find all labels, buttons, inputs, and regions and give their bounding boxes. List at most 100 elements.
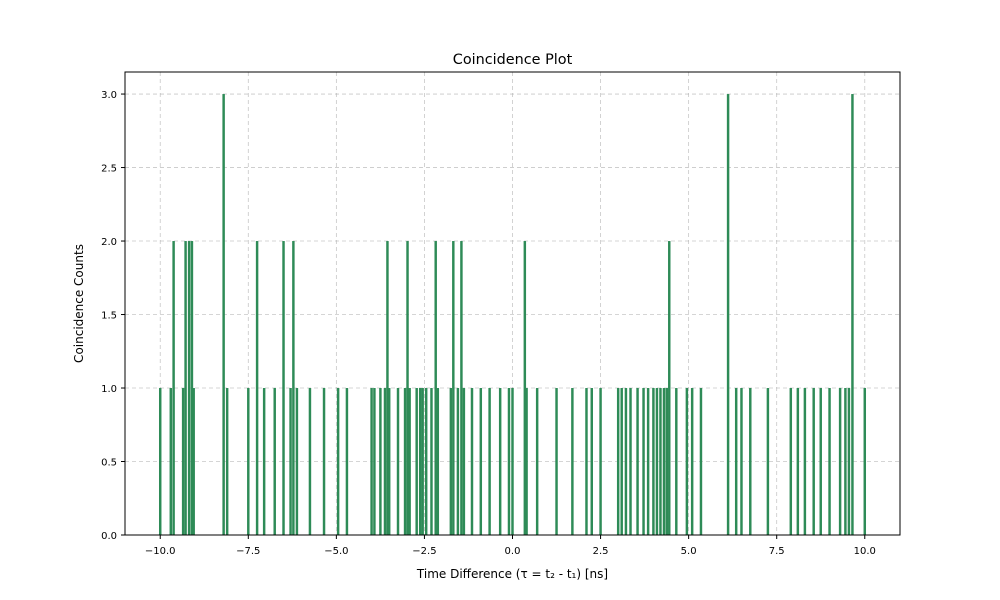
histogram-bar <box>449 388 453 535</box>
histogram-bar <box>222 94 225 536</box>
histogram-bar <box>789 388 793 535</box>
histogram-bar <box>158 388 162 535</box>
x-axis-label: Time Difference (τ = t₂ - t₁) [ns] <box>416 567 608 581</box>
histogram-bar <box>462 388 466 535</box>
histogram-bar <box>796 388 800 535</box>
histogram-bar <box>415 388 418 535</box>
histogram-bar <box>386 241 389 536</box>
histogram-bar <box>726 94 730 536</box>
y-tick-label: 1.0 <box>101 384 117 395</box>
histogram-bar <box>620 388 623 535</box>
histogram-bar <box>456 388 460 535</box>
histogram-bar <box>289 388 292 535</box>
histogram-bar <box>655 388 659 535</box>
histogram-bar <box>172 241 175 536</box>
histogram-bar <box>659 388 662 535</box>
histogram-bar <box>273 388 276 535</box>
histogram-bar <box>749 388 752 535</box>
histogram-bar <box>336 388 340 535</box>
chart-title: Coincidence Plot <box>453 52 573 68</box>
histogram-bar <box>225 388 229 535</box>
histogram-bar <box>629 388 632 535</box>
histogram-bar <box>430 388 433 535</box>
histogram-bar <box>665 388 669 535</box>
y-tick-label: 0.5 <box>101 458 117 469</box>
histogram-bar <box>652 388 655 535</box>
histogram-bar <box>396 388 400 535</box>
histogram-bar <box>488 388 491 535</box>
histogram-bar <box>624 388 628 535</box>
histogram-bar <box>828 388 831 535</box>
x-tick-label: 2.5 <box>593 546 609 557</box>
x-tick-label: 10.0 <box>854 546 876 557</box>
histogram-bar <box>847 388 851 535</box>
histogram-bar <box>247 388 250 535</box>
y-axis-label: Coincidence Counts <box>72 244 86 363</box>
histogram-bar <box>740 388 743 535</box>
histogram-bar <box>322 388 326 535</box>
x-ticks: −10.0 −7.5 −5.0 −2.5 0.0 2.5 5.0 7.5 10.0 <box>145 535 876 557</box>
histogram-bar <box>685 388 689 535</box>
histogram-bar <box>345 388 349 535</box>
histogram-bar <box>406 241 409 536</box>
histogram-bar <box>295 388 299 535</box>
histogram-bar <box>190 241 194 536</box>
histogram-bar <box>646 388 650 535</box>
x-tick-label: 5.0 <box>681 546 697 557</box>
histogram-bar <box>292 241 295 536</box>
x-tick-label: −10.0 <box>145 546 176 557</box>
y-ticks: 0.0 0.5 1.0 1.5 2.0 2.5 3.0 <box>101 90 125 542</box>
histogram-bar <box>184 241 187 536</box>
histogram-bar <box>535 388 539 535</box>
y-tick-label: 2.0 <box>101 237 117 248</box>
histogram-bar <box>844 388 847 535</box>
histogram-bar <box>511 388 514 535</box>
y-tick-label: 0.0 <box>101 531 117 542</box>
histogram-bar <box>766 388 770 535</box>
histogram-bar <box>192 388 195 535</box>
histogram-bar <box>383 388 387 535</box>
histogram-bar <box>169 388 173 535</box>
histogram-bar <box>262 388 266 535</box>
histogram-bar <box>403 388 407 535</box>
histogram-bar <box>812 388 815 535</box>
histogram-bar <box>507 388 511 535</box>
histogram-bar <box>282 241 285 536</box>
histogram-bar <box>460 241 463 536</box>
histogram-bar <box>690 388 694 535</box>
histogram-bar <box>479 388 483 535</box>
histogram-bar <box>373 388 376 535</box>
y-tick-label: 2.5 <box>101 164 117 175</box>
histogram-bar <box>590 388 593 535</box>
x-tick-label: −2.5 <box>412 546 436 557</box>
histogram-bar <box>181 388 185 535</box>
histogram-bar <box>571 388 574 535</box>
histogram-bar <box>803 388 807 535</box>
histogram-bar <box>498 388 502 535</box>
histogram-bar <box>418 388 422 535</box>
histogram-bar <box>308 388 312 535</box>
histogram-bar <box>555 388 558 535</box>
x-tick-label: 0.0 <box>505 546 521 557</box>
histogram-bar <box>255 241 259 536</box>
histogram-bar <box>421 388 424 535</box>
histogram-bar <box>434 241 437 536</box>
histogram-bar <box>734 388 738 535</box>
histogram-bar <box>668 241 671 536</box>
bars-layer <box>158 94 867 536</box>
histogram-bar <box>662 388 666 535</box>
histogram-bar <box>819 388 822 535</box>
histogram-bar <box>387 388 391 535</box>
histogram-bar <box>851 94 854 536</box>
histogram-bar <box>838 388 842 535</box>
histogram-bar <box>187 241 191 536</box>
histogram-bar <box>525 388 528 535</box>
histogram-bar <box>379 388 382 535</box>
histogram-bar <box>616 388 620 535</box>
histogram-bar <box>675 388 678 535</box>
histogram-bar <box>436 388 440 535</box>
histogram-bar <box>408 388 411 535</box>
histogram-bar <box>370 388 373 535</box>
histogram-bar <box>636 388 639 535</box>
